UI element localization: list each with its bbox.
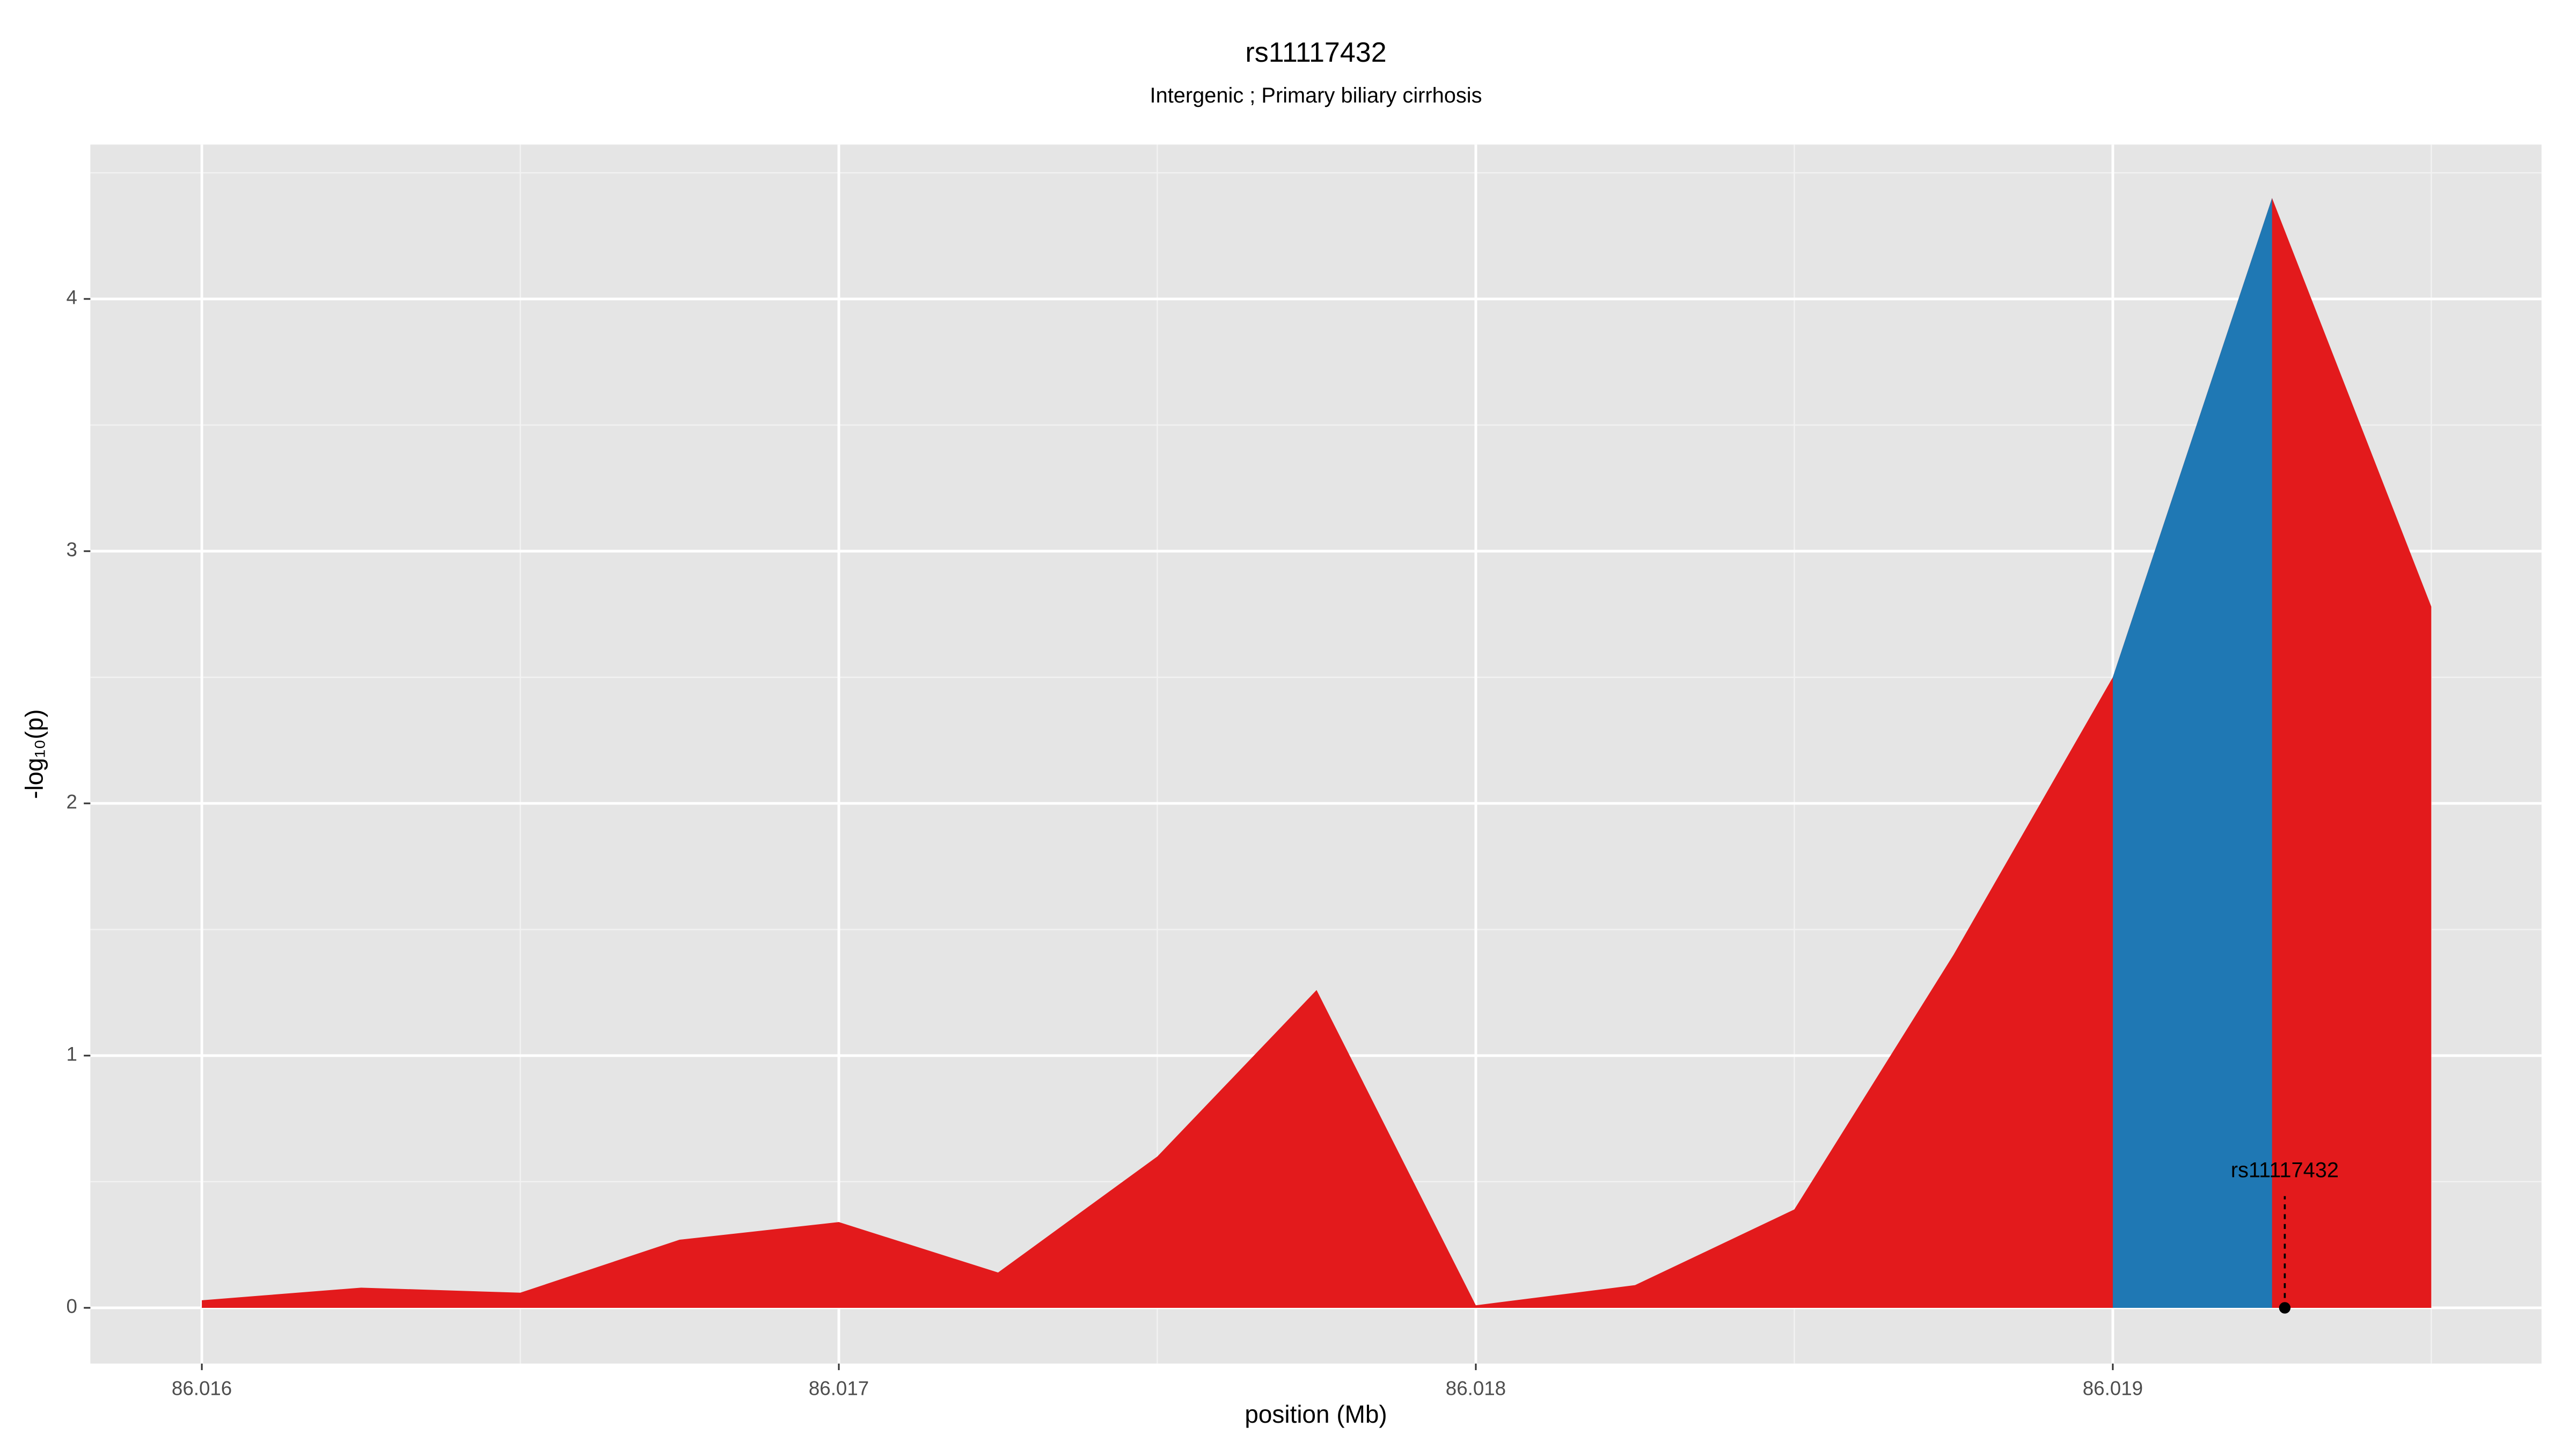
x-tick-label: 86.019 <box>2083 1377 2143 1399</box>
x-tick-label: 86.017 <box>809 1377 869 1399</box>
y-tick-label: 3 <box>66 539 77 561</box>
x-tick-label: 86.016 <box>172 1377 232 1399</box>
x-axis-label: position (Mb) <box>1245 1400 1387 1428</box>
chart-title: rs11117432 <box>1245 37 1386 68</box>
y-tick-label: 0 <box>66 1296 77 1318</box>
y-tick-label: 4 <box>66 287 77 309</box>
x-tick-label: 86.018 <box>1446 1377 1506 1399</box>
annotation-point <box>2279 1302 2291 1314</box>
y-tick-label: 2 <box>66 791 77 813</box>
y-tick-label: 1 <box>66 1043 77 1065</box>
highlight-area <box>2112 198 2272 1308</box>
chart-subtitle: Intergenic ; Primary biliary cirrhosis <box>1150 84 1482 107</box>
y-axis-label: -log₁₀(p) <box>20 709 48 799</box>
annotation-label: rs11117432 <box>2231 1158 2339 1182</box>
